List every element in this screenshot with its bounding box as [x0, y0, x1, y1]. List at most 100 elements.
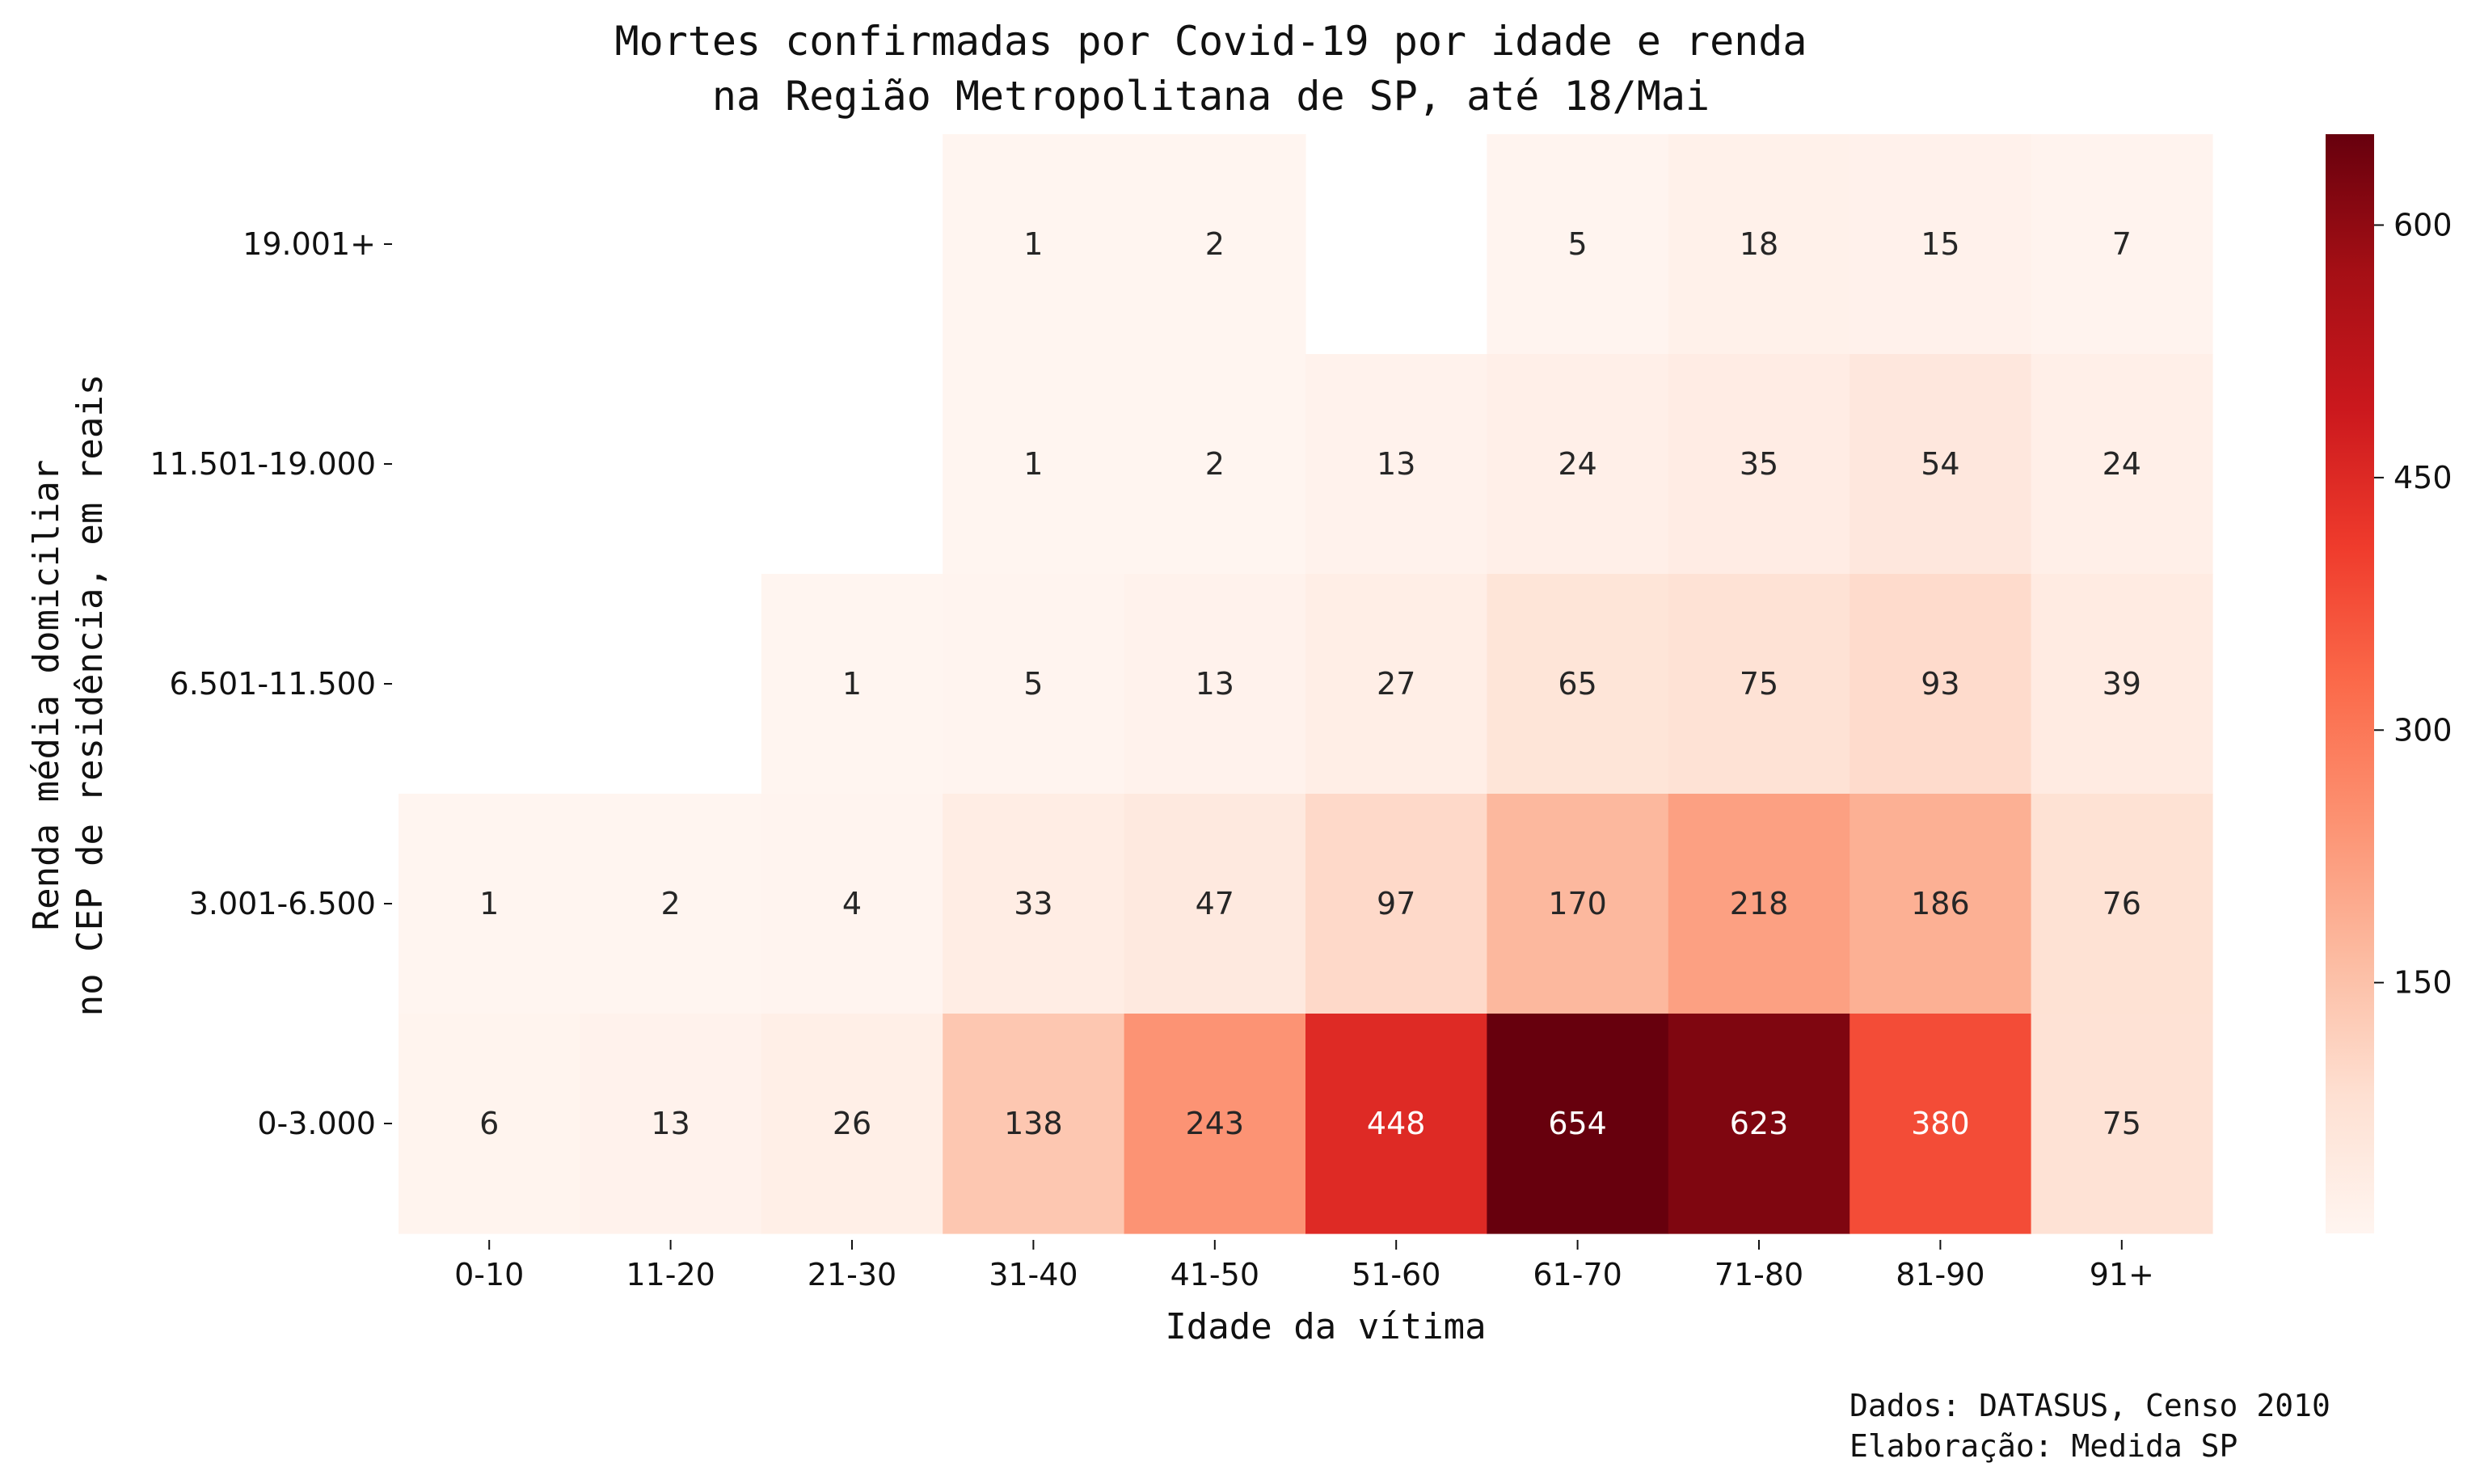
heatmap-cell	[1124, 574, 1306, 795]
heatmap-cell	[1849, 574, 2032, 795]
heatmap-cell	[943, 794, 1125, 1014]
cell-value-label: 186	[1911, 886, 1970, 921]
x-tick-label: 81-90	[1896, 1257, 1984, 1292]
cell-value-label: 24	[1558, 446, 1596, 482]
chart-title-line-2: na Região Metropolitana de SP, até 18/Ma…	[712, 73, 1710, 120]
heatmap-cell	[1305, 354, 1487, 575]
y-axis-label-line-2: no CEP de residência, em reais	[70, 374, 111, 1017]
heatmap-cell	[761, 1014, 943, 1234]
heatmap-cell	[2031, 794, 2213, 1014]
cell-value-label: 2	[661, 886, 681, 921]
cell-value-label: 2	[1205, 226, 1225, 262]
heatmap-cell	[580, 1014, 762, 1234]
heatmap-cell	[1849, 354, 2032, 575]
heatmap-cell	[1124, 794, 1306, 1014]
heatmap-cell	[399, 794, 580, 1014]
colorbar-tick-label: 300	[2394, 712, 2453, 748]
cell-value-label: 13	[1377, 446, 1415, 482]
colorbar-gradient	[2326, 134, 2374, 1233]
x-tick-label: 0-10	[454, 1257, 524, 1292]
cell-value-label: 138	[1004, 1106, 1063, 1141]
x-tick-label: 21-30	[808, 1257, 896, 1292]
heatmap-cell	[761, 794, 943, 1014]
x-tick-label: 71-80	[1714, 1257, 1803, 1292]
heatmap-cell	[2031, 354, 2213, 575]
heatmap-cell	[1487, 354, 1669, 575]
cell-value-label: 47	[1196, 886, 1234, 921]
heatmap-cell	[1849, 134, 2032, 355]
heatmap-cell	[1487, 794, 1669, 1014]
footer: Dados: DATASUS, Censo 2010 Elaboração: M…	[1849, 1388, 2330, 1464]
heatmap-cell	[1487, 1014, 1669, 1234]
heatmap-cell	[1487, 574, 1669, 795]
y-tick-label: 6.501-11.500	[170, 666, 376, 702]
cell-value-label: 13	[1196, 666, 1234, 702]
cell-value-label: 33	[1014, 886, 1052, 921]
colorbar: 150 300 450 600	[2326, 134, 2453, 1233]
cell-value-label: 5	[1568, 226, 1588, 262]
y-tick-label: 19.001+	[243, 226, 376, 262]
cell-value-label: 54	[1921, 446, 1959, 482]
cell-value-label: 623	[1730, 1106, 1789, 1141]
cell-value-label: 93	[1921, 666, 1959, 702]
source-note: Dados: DATASUS, Censo 2010	[1849, 1388, 2330, 1423]
cell-value-label: 76	[2103, 886, 2141, 921]
chart-title-line-1: Mortes confirmadas por Covid-19 por idad…	[614, 18, 1807, 65]
y-axis-label: Renda média domiciliar no CEP de residên…	[26, 374, 111, 1017]
heatmap-cell	[943, 1014, 1125, 1234]
y-axis-ticks: 19.001+ 11.501-19.000 6.501-11.500 3.001-6.…	[150, 226, 392, 1141]
cell-value-label: 35	[1740, 446, 1778, 482]
heatmap-cell	[943, 574, 1125, 795]
cell-value-label: 654	[1548, 1106, 1607, 1141]
cell-value-label: 65	[1558, 666, 1596, 702]
x-tick-label: 51-60	[1352, 1257, 1440, 1292]
heatmap-cell	[1668, 1014, 1850, 1234]
y-tick-label: 11.501-19.000	[150, 446, 376, 482]
cell-value-label: 1	[1023, 226, 1043, 262]
x-tick-label: 41-50	[1170, 1257, 1259, 1292]
heatmap-cell	[1668, 354, 1850, 575]
heatmap-cell	[1305, 794, 1487, 1014]
cell-value-label: 97	[1377, 886, 1415, 921]
cell-value-label: 7	[2112, 226, 2132, 262]
colorbar-ticks: 150 300 450 600	[2374, 207, 2453, 1001]
heatmap-cell	[1124, 134, 1306, 355]
heatmap-cell	[1487, 134, 1669, 355]
heatmap-cell	[1124, 354, 1306, 575]
colorbar-tick-label: 450	[2394, 460, 2453, 495]
x-tick-label: 61-70	[1533, 1257, 1622, 1292]
cell-value-label: 18	[1740, 226, 1778, 262]
cell-value-label: 448	[1367, 1106, 1426, 1141]
chart-title: Mortes confirmadas por Covid-19 por idad…	[614, 18, 1807, 120]
cell-value-label: 1	[479, 886, 499, 921]
cell-value-label: 4	[842, 886, 862, 921]
x-tick-label: 31-40	[989, 1257, 1078, 1292]
heatmap-cell	[580, 794, 762, 1014]
heatmap-cell	[1668, 794, 1850, 1014]
x-axis-label: Idade da vítima	[1165, 1306, 1486, 1347]
cell-value-label: 218	[1730, 886, 1789, 921]
heatmap-cell	[943, 354, 1125, 575]
cell-value-label: 5	[1023, 666, 1043, 702]
heatmap-cells	[399, 134, 2213, 1234]
y-tick-label: 0-3.000	[257, 1106, 376, 1141]
y-axis-label-line-1: Renda média domiciliar	[26, 460, 67, 931]
heatmap-cell	[1124, 1014, 1306, 1234]
cell-value-label: 6	[479, 1106, 499, 1141]
heatmap-cell	[1668, 134, 1850, 355]
cell-value-label: 2	[1205, 446, 1225, 482]
x-axis-ticks: 0-10 11-20 21-30 31-40 41-50 51-60 61-70 71-80 8…	[454, 1240, 2154, 1292]
heatmap-cell-labels: 1 2 5 18 15 71 2 13 24 35 54 241 5 13 27 65 75 93 391 2 4 33 4…	[479, 226, 2141, 1141]
cell-value-label: 75	[2103, 1106, 2141, 1141]
cell-value-label: 13	[651, 1106, 690, 1141]
colorbar-tick-label: 600	[2394, 207, 2453, 242]
cell-value-label: 75	[1740, 666, 1778, 702]
x-tick-label: 11-20	[626, 1257, 715, 1292]
cell-value-label: 170	[1548, 886, 1607, 921]
cell-value-label: 1	[1023, 446, 1043, 482]
heatmap-cell	[1668, 574, 1850, 795]
heatmap-cell	[1849, 1014, 2032, 1234]
heatmap-cell	[943, 134, 1125, 355]
y-tick-label: 3.001-6.500	[189, 886, 376, 921]
cell-value-label: 39	[2103, 666, 2141, 702]
